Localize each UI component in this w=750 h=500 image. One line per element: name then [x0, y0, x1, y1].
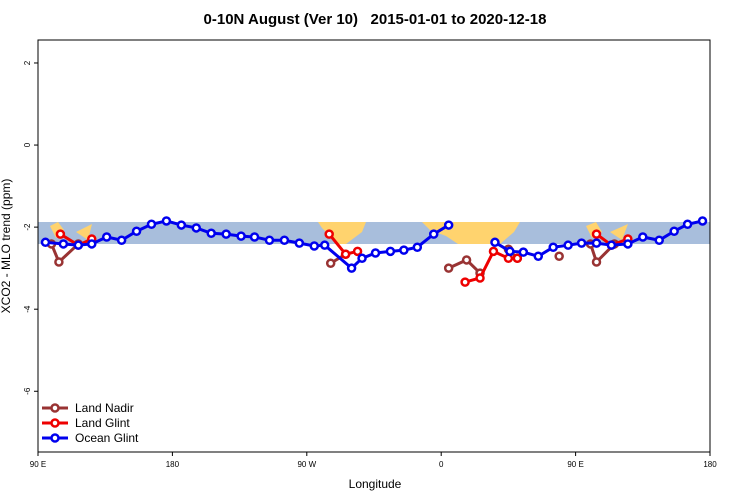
point: [73, 240, 84, 250]
legend-label: Ocean Glint: [75, 431, 139, 445]
legend-label: Land Nadir: [75, 401, 134, 415]
series-line: [50, 242, 616, 275]
y-tick-label: -6: [23, 387, 32, 395]
point: [340, 249, 351, 259]
point: [682, 219, 693, 230]
point: [669, 226, 679, 236]
point: [370, 248, 381, 258]
point: [638, 232, 648, 242]
y-tick-label: 0: [23, 142, 32, 147]
legend-marker: [50, 433, 60, 443]
y-tick-label: -2: [23, 223, 32, 231]
point: [563, 240, 573, 250]
point: [591, 229, 602, 239]
x-axis-label: Longitude: [349, 477, 402, 491]
point: [161, 216, 172, 226]
point: [412, 242, 423, 252]
point: [443, 263, 454, 273]
point: [221, 229, 231, 239]
y-axis-label: XCO2 - MLO trend (ppm): [0, 179, 13, 314]
point: [249, 232, 260, 242]
point: [294, 238, 305, 248]
point: [591, 257, 602, 267]
point: [475, 273, 485, 283]
point: [54, 257, 64, 267]
point: [131, 226, 142, 236]
point: [191, 223, 202, 233]
point: [279, 235, 290, 246]
y-tick-label: 2: [23, 60, 32, 65]
point: [206, 228, 216, 239]
point: [533, 251, 544, 262]
x-tick-label: 180: [703, 460, 717, 469]
point: [352, 246, 363, 257]
point: [87, 239, 97, 249]
point: [385, 246, 396, 257]
point: [548, 242, 558, 252]
point: [101, 232, 112, 242]
point: [176, 220, 187, 230]
point: [505, 246, 515, 257]
legend-marker: [50, 403, 60, 413]
x-tick-label: 0: [439, 460, 444, 469]
x-tick-label: 90 W: [297, 460, 316, 469]
point: [591, 238, 602, 248]
point: [554, 251, 564, 262]
point: [606, 240, 617, 250]
point: [512, 253, 523, 264]
point: [460, 277, 470, 287]
point: [697, 216, 708, 226]
point: [399, 245, 409, 255]
plot-frame: [37, 39, 711, 453]
point: [357, 253, 367, 264]
point: [576, 238, 587, 248]
point: [324, 229, 334, 239]
point: [461, 255, 472, 265]
point: [40, 237, 51, 248]
point: [325, 258, 336, 268]
point: [443, 220, 454, 230]
point: [309, 241, 320, 251]
chart-title: 0-10N August (Ver 10) 2015-01-01 to 2020…: [204, 11, 547, 28]
legend-label: Land Glint: [75, 416, 130, 430]
x-tick-label: 90 E: [30, 460, 46, 469]
point: [488, 246, 499, 257]
point: [236, 231, 246, 241]
x-tick-label: 90 E: [567, 460, 583, 469]
point: [623, 239, 633, 249]
point: [319, 240, 330, 250]
point: [264, 235, 275, 246]
point: [116, 235, 127, 246]
point: [428, 229, 439, 239]
point: [58, 239, 69, 249]
y-tick-label: -4: [23, 305, 32, 313]
point: [55, 229, 66, 239]
x-tick-label: 180: [166, 460, 180, 469]
point: [490, 237, 500, 248]
point: [654, 235, 664, 246]
point: [518, 247, 529, 257]
point: [346, 263, 357, 273]
legend-marker: [50, 418, 60, 428]
point: [146, 219, 157, 230]
